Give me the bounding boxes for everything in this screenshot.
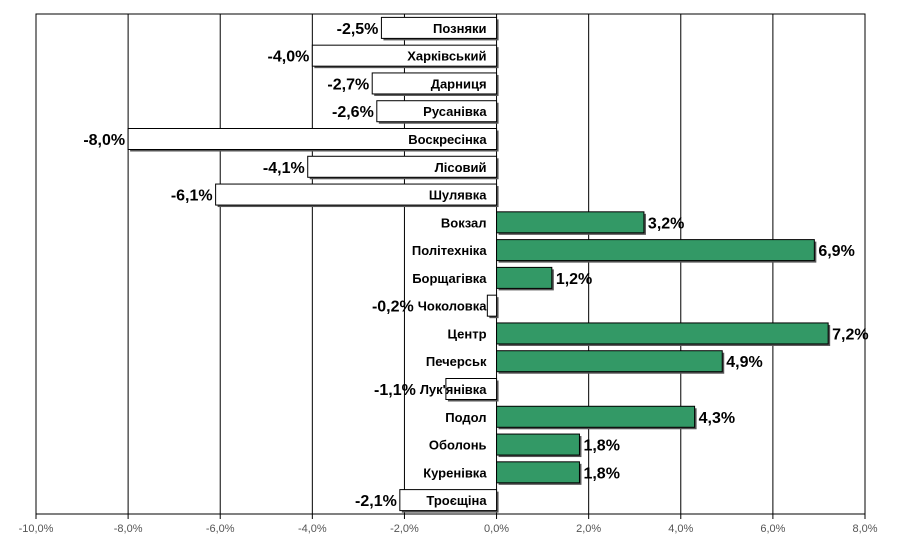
bar [497,323,829,344]
value-label: -2,1% [355,493,397,510]
bar [497,462,580,483]
x-tick-label: 8,0% [852,523,877,535]
value-label: 7,2% [832,326,868,343]
x-tick-label: 0,0% [484,523,509,535]
bar [497,267,552,288]
bar [497,434,580,455]
category-label: Шулявка [429,188,487,203]
x-tick-label: -8,0% [114,523,143,535]
category-label: Куренівка [423,465,487,480]
value-label: 1,8% [583,465,619,482]
category-label: Лісовий [435,160,487,175]
category-label: Оболонь [429,438,487,453]
x-tick-label: -10,0% [19,523,54,535]
value-label: -4,1% [263,160,305,177]
bar [487,295,496,316]
category-label: Подол [445,410,486,425]
category-label: Борщагівка [412,271,487,286]
category-label: Дарниця [431,76,487,91]
value-label: -2,6% [332,104,374,121]
value-label: 1,2% [556,271,592,288]
x-tick-label: 4,0% [668,523,693,535]
category-label: Центр [448,326,487,341]
value-label: -2,7% [327,76,369,93]
value-label: -4,0% [268,49,310,66]
x-tick-label: -6,0% [206,523,235,535]
bar [497,351,723,372]
bar-chart: Позняки Харківський Дарниця Русанівка Воскре… [0,0,902,554]
category-label: Лук'янівка [420,382,487,397]
value-label: 4,3% [699,410,735,427]
value-label: -1,1% [374,382,416,399]
bar [497,406,695,427]
x-tick-label: -4,0% [298,523,327,535]
bar [497,212,644,233]
x-axis-ticks: -10,0% -8,0% -6,0% -4,0% -2,0% 0,0% 2,0% 4,0% 6,… [19,514,878,535]
category-label: Троєщіна [426,493,487,508]
value-label: -2,5% [337,21,379,38]
category-label: Позняки [433,21,487,36]
value-label: -0,2% [372,299,414,316]
category-label: Русанівка [423,104,487,119]
x-tick-label: -2,0% [390,523,419,535]
x-tick-label: 2,0% [576,523,601,535]
category-label: Чоколовка [418,299,488,314]
category-label: Печерськ [426,354,487,369]
value-label: 1,8% [583,438,619,455]
value-label: 4,9% [726,354,762,371]
category-label: Харківський [407,49,486,64]
x-tick-label: 6,0% [760,523,785,535]
category-label: Політехніка [412,243,487,258]
category-label: Воскресінка [408,132,487,147]
bar [497,240,815,261]
value-label: -6,1% [171,188,213,205]
value-label: -8,0% [83,132,125,149]
value-label: 6,9% [818,243,854,260]
value-label: 3,2% [648,215,684,232]
category-label: Вокзал [441,215,487,230]
